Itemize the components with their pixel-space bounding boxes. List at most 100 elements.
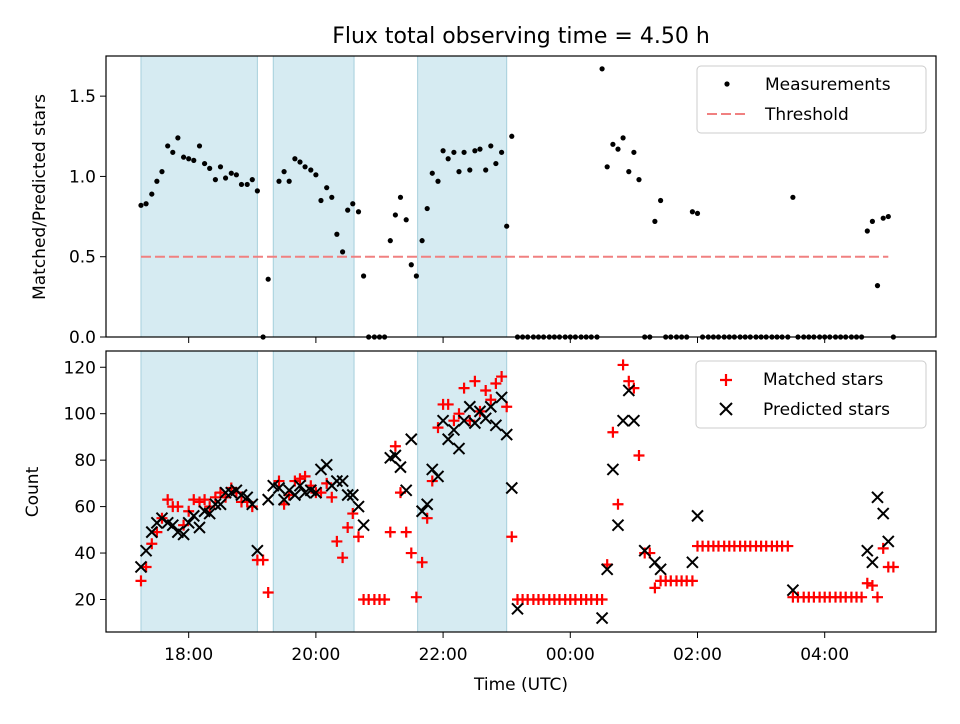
predicted-point [436, 414, 450, 427]
matched-point [384, 526, 396, 538]
predicted-point [500, 428, 513, 441]
y-tick-label: 100 [64, 405, 96, 425]
y-tick-label: 1.0 [69, 167, 96, 187]
predicted-point [441, 433, 455, 446]
matched-point [416, 556, 428, 568]
top-panel: 0.0 0.5 1.0 1.5 Matched/Predicted stars Mea… [30, 55, 937, 348]
measurement-point [334, 231, 340, 237]
measurement-point [281, 169, 287, 175]
matched-point [146, 538, 158, 550]
measurement-point [149, 191, 155, 197]
bottom-panel: 20 40 60 80 100 120 18:00 20:00 22:00 00:00 02:00… [23, 350, 937, 695]
measurement-point [440, 148, 446, 154]
measurement-point [350, 201, 356, 207]
predicted-point [389, 449, 402, 462]
predicted-point [595, 611, 609, 625]
measurement-point [885, 213, 891, 220]
measurement-point [403, 217, 409, 223]
measurement-point [249, 177, 255, 183]
measurement-point [631, 149, 637, 155]
legend-predicted-marker [719, 402, 733, 416]
measurements-series [138, 66, 896, 340]
measurement-point [186, 156, 192, 162]
measurement-point [864, 228, 870, 234]
predicted-point [352, 500, 365, 513]
measurement-point [170, 149, 176, 155]
predicted-point [606, 463, 620, 476]
bottom-observing-windows [140, 350, 508, 633]
matched-point [496, 371, 508, 383]
matched-point [294, 473, 306, 485]
bottom-y-axis-label: Count [23, 466, 43, 517]
predicted-point [420, 498, 434, 511]
measurement-point [488, 143, 494, 149]
matched-point [607, 426, 619, 438]
predicted-point [611, 518, 625, 532]
predicted-point [431, 470, 445, 483]
matched-point [337, 552, 349, 564]
predicted-point [336, 474, 349, 488]
measurement-point [154, 178, 160, 184]
bottom-plot-frame [105, 350, 937, 633]
legend-measurements-label: Measurements [765, 75, 891, 95]
matched-point [262, 587, 274, 599]
observing-window [417, 55, 508, 338]
predicted-point [240, 491, 254, 504]
legend-measurements-marker [724, 81, 730, 87]
measurement-point [196, 143, 203, 149]
matched-point [856, 591, 868, 603]
measurement-point [599, 66, 605, 72]
matched-point [162, 494, 174, 506]
observing-window [272, 55, 355, 338]
predicted-point [203, 507, 216, 520]
matched-point [389, 440, 401, 452]
measurement-point [419, 238, 425, 244]
bottom-x-axis: 18:00 20:00 22:00 00:00 02:00 04:00 [164, 632, 849, 665]
predicted-point [415, 505, 429, 518]
measurement-point [207, 165, 213, 171]
measurement-point [175, 135, 181, 141]
measurement-point [355, 209, 362, 215]
measurement-point [244, 181, 250, 188]
observing-window [140, 350, 258, 633]
measurement-point [143, 201, 149, 207]
predicted-point [293, 479, 307, 492]
matched-point [172, 501, 184, 513]
predicted-point [251, 544, 264, 557]
matched-point [421, 512, 433, 524]
measurement-point [504, 223, 510, 229]
matched-point [866, 580, 878, 592]
x-tick-label: 02:00 [673, 645, 722, 665]
predicted-point [484, 400, 497, 413]
matched-point [331, 535, 343, 547]
matched-point [887, 561, 899, 573]
predicted-point [871, 491, 884, 504]
measurement-point [790, 194, 796, 200]
predicted-stars-series [134, 384, 895, 625]
predicted-point [479, 412, 492, 425]
top-x-ticks [188, 337, 826, 343]
matched-point [257, 554, 269, 566]
matched-point [199, 494, 211, 506]
matched-point [617, 359, 629, 371]
y-tick-label: 60 [74, 498, 96, 518]
matched-point [432, 422, 444, 434]
bottom-legend: Matched stars Predicted stars [695, 360, 927, 429]
predicted-point [877, 507, 890, 520]
predicted-point [145, 525, 159, 539]
y-tick-label: 0.0 [69, 328, 96, 348]
measurement-point [636, 177, 642, 183]
matched-point [326, 491, 338, 503]
matched-point [453, 408, 465, 420]
matched-point [612, 498, 624, 510]
predicted-point [272, 481, 286, 495]
measurement-point [180, 154, 187, 160]
measurement-point [222, 175, 229, 181]
predicted-point [219, 486, 232, 499]
predicted-point [182, 516, 195, 530]
measurement-point [626, 169, 632, 175]
predicted-point [405, 433, 418, 446]
legend-predicted-label: Predicted stars [763, 400, 890, 420]
matched-point [151, 526, 163, 538]
measurement-point [652, 218, 658, 224]
